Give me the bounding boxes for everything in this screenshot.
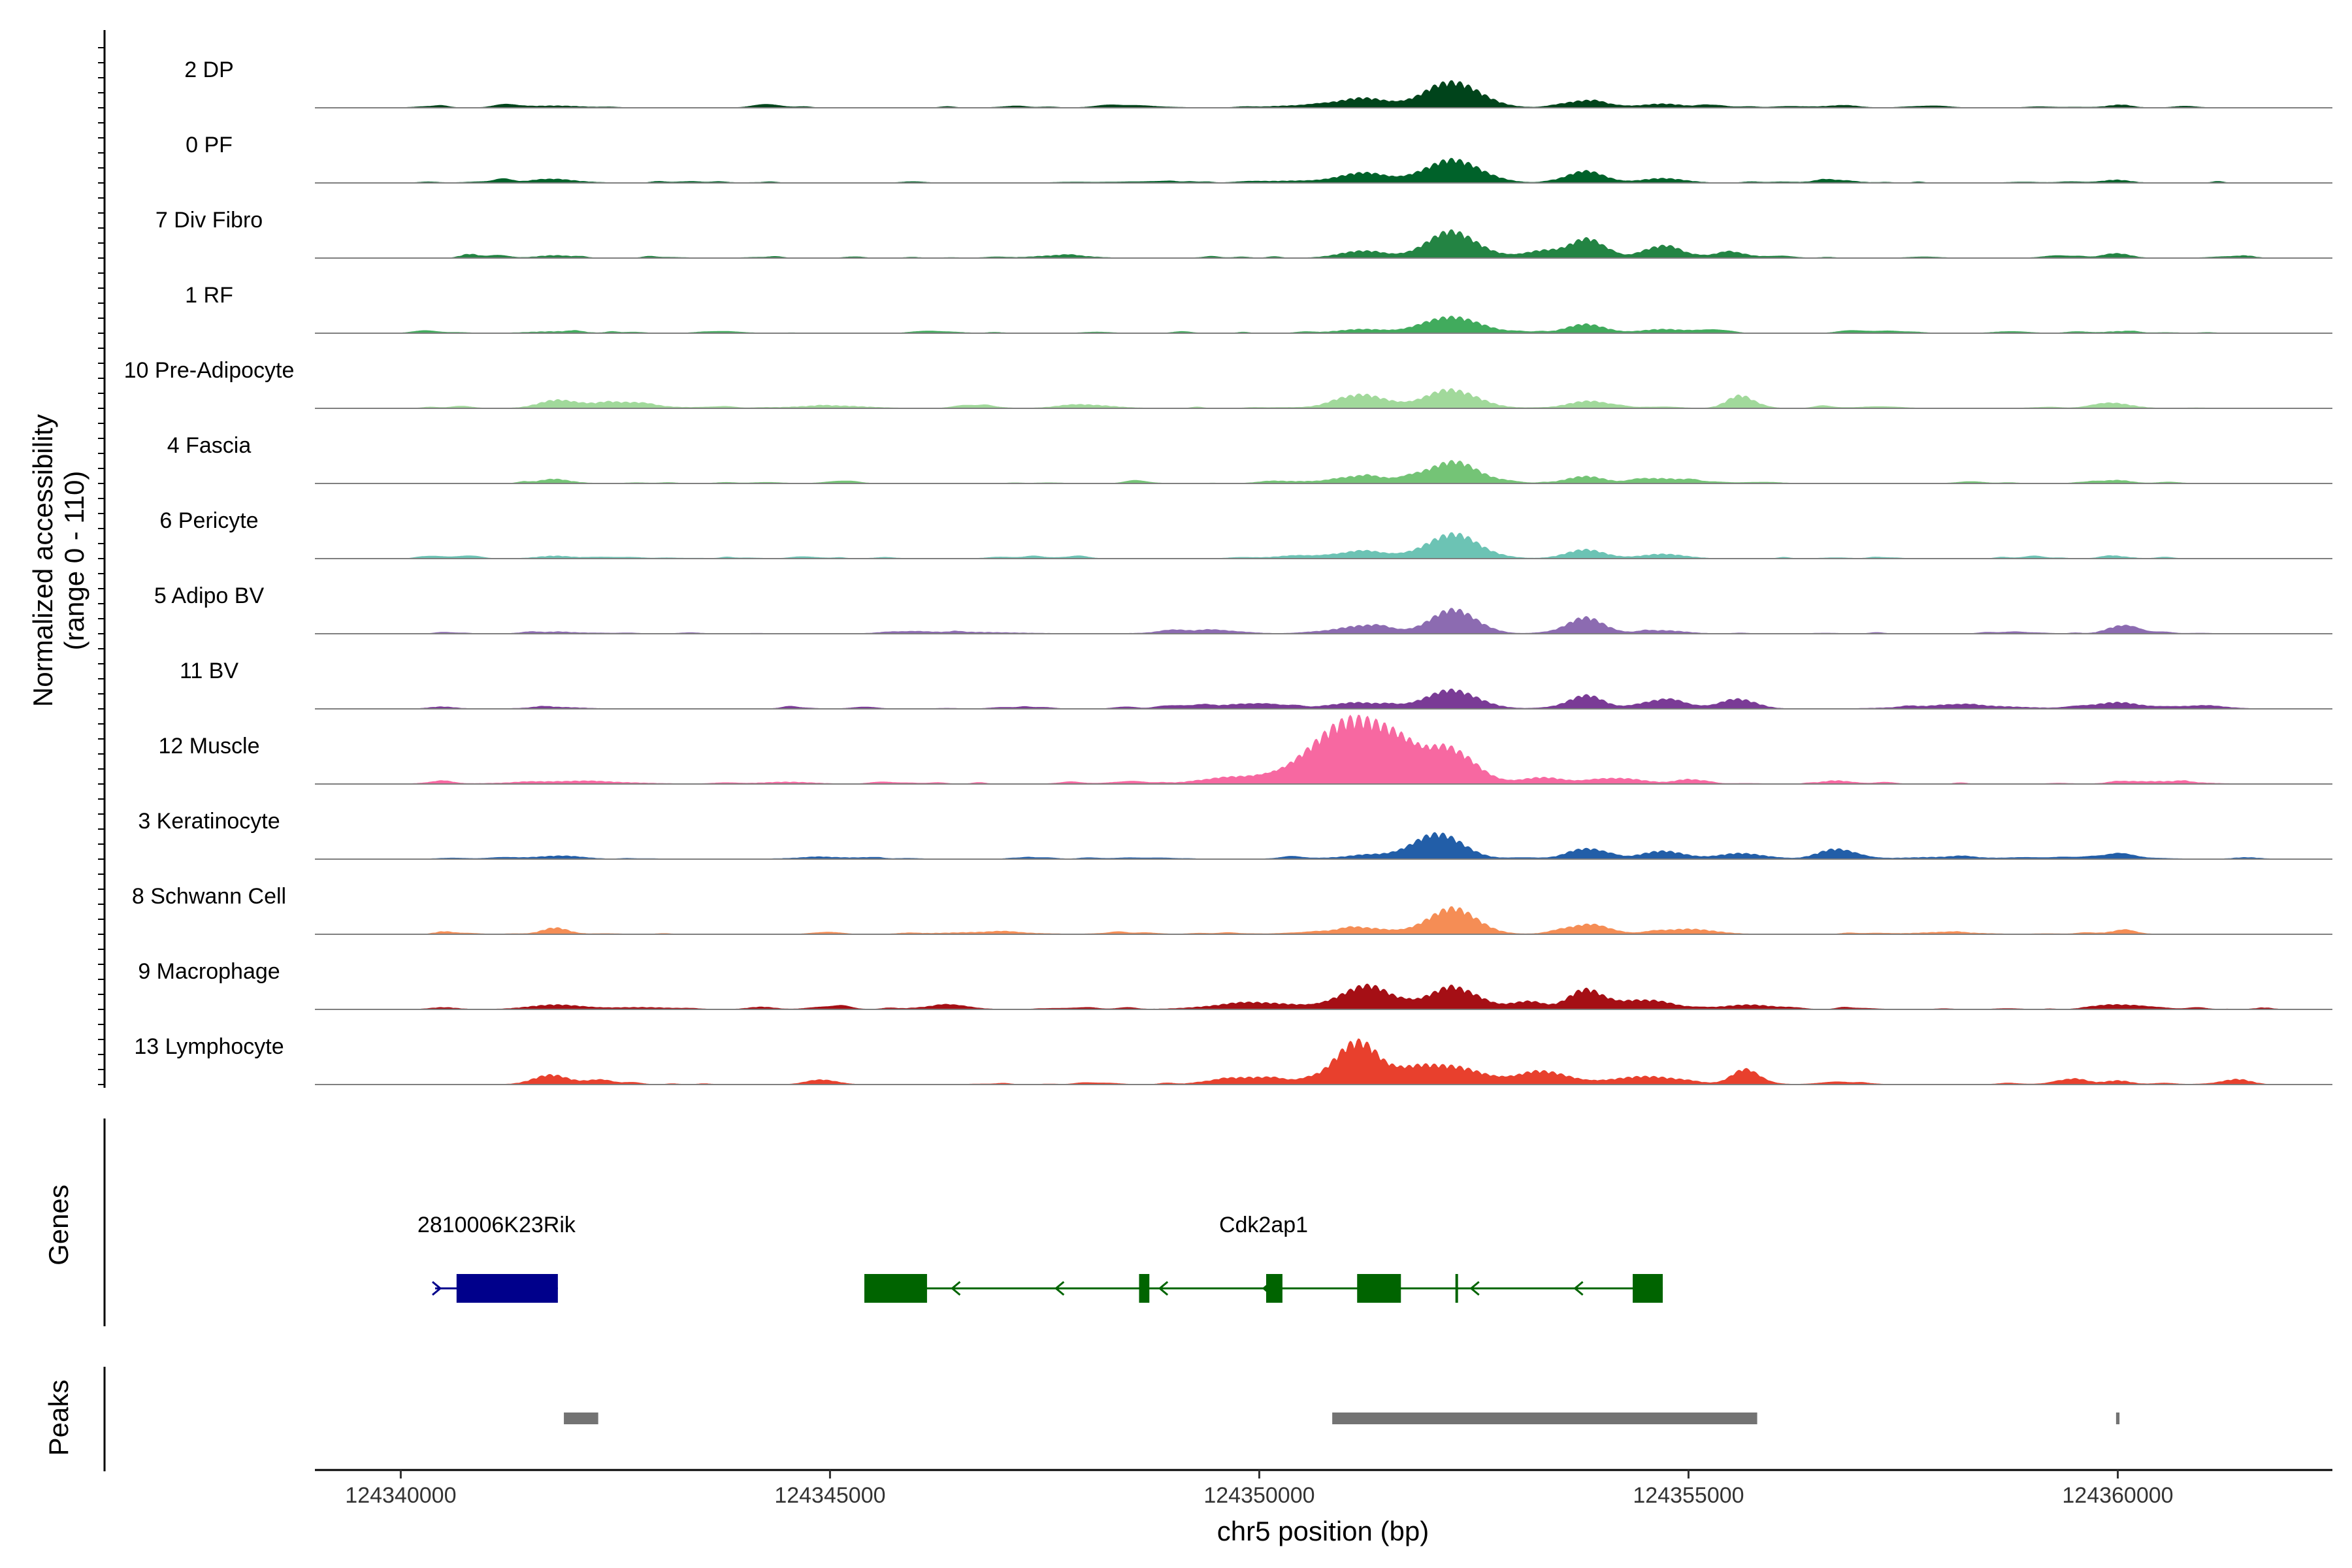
coverage-area (400, 1038, 2281, 1085)
coverage-area (400, 388, 2281, 409)
track-5-adipo-bv: 5 Adipo BV (154, 583, 2332, 634)
coverage-area (400, 608, 2281, 634)
gene-exon (1266, 1274, 1282, 1303)
x-tick-label: 124350000 (1203, 1483, 1315, 1508)
track-7-div-fibro: 7 Div Fibro (155, 208, 2332, 259)
track-label: 5 Adipo BV (154, 583, 265, 608)
coverage-area (400, 714, 2281, 785)
x-axis: 124340000 124345000 124350000 124355000 1243… (315, 1469, 2332, 1508)
x-tick-label: 124360000 (2062, 1483, 2173, 1508)
strand-arrow (432, 1281, 442, 1296)
track-9-macrophage: 9 Macrophage (138, 959, 2332, 1010)
coverage-area (400, 460, 2281, 484)
track-label: 4 Fascia (167, 433, 252, 458)
x-tick-label: 124340000 (345, 1483, 456, 1508)
peaks-panel (103, 1367, 2120, 1471)
track-6-pericyte: 6 Pericyte (159, 508, 2332, 559)
track-label: 8 Schwann Cell (132, 884, 286, 909)
coverage-area (400, 906, 2281, 935)
track-label: 1 RF (185, 283, 233, 308)
y-axis-title-range: (range 0 - 110) (59, 471, 90, 651)
coverage-area (400, 80, 2281, 108)
track-label: 2 DP (184, 57, 234, 82)
peak-region (564, 1413, 598, 1424)
gene-cdk2ap1: Cdk2ap1 (864, 1213, 1663, 1303)
track-11-bv: 11 BV (180, 659, 2332, 710)
coverage-area (400, 229, 2281, 259)
track-2-dp: 2 DP (184, 57, 2332, 108)
track-label: 11 BV (180, 659, 238, 683)
peaks-track-label: Peaks (43, 1380, 74, 1456)
x-tick-label: 124355000 (1633, 1483, 1744, 1508)
track-10-pre-adipocyte: 10 Pre-Adipocyte (124, 358, 2332, 409)
track-label: 9 Macrophage (138, 959, 280, 984)
coverage-area (400, 832, 2281, 860)
track-label: 3 Keratinocyte (138, 809, 280, 834)
gene-exon (864, 1274, 927, 1303)
genes-panel: 2810006K23Rik Cdk2ap1 (103, 1119, 1663, 1326)
track-1-rf: 1 RF (185, 283, 2332, 334)
track-label: 7 Div Fibro (155, 208, 263, 233)
peak-region (2115, 1413, 2120, 1424)
track-label: 6 Pericyte (159, 508, 258, 533)
track-0-pf: 0 PF (186, 133, 2332, 184)
gene-exon (1357, 1274, 1401, 1303)
y-axis-title: Normalized accessibility (27, 414, 58, 707)
gene-exon (456, 1274, 558, 1303)
strand-arrow (1054, 1281, 1065, 1296)
track-3-keratinocyte: 3 Keratinocyte (138, 809, 2332, 860)
coverage-area (400, 157, 2281, 184)
strand-arrow (1158, 1281, 1169, 1296)
x-axis-title: chr5 position (bp) (1217, 1516, 1429, 1546)
x-tick-label: 124345000 (774, 1483, 885, 1508)
coverage-area (400, 688, 2281, 710)
genes-track-label: Genes (43, 1184, 74, 1266)
gene-exon (1633, 1274, 1663, 1303)
y-axis (98, 30, 106, 1088)
coverage-tracks: 2 DP 0 PF 7 Div Fibro 1 RF 10 Pre-Adipocyte 4… (124, 57, 2332, 1085)
coverage-area (400, 983, 2281, 1010)
strand-arrow (1469, 1281, 1480, 1296)
strand-arrow (1573, 1281, 1584, 1296)
gene-name-label: Cdk2ap1 (1219, 1213, 1308, 1237)
coverage-area (400, 316, 2281, 334)
track-13-lymphocyte: 13 Lymphocyte (134, 1034, 2332, 1085)
peak-region (1332, 1413, 1757, 1424)
track-label: 12 Muscle (159, 734, 260, 759)
track-8-schwann-cell: 8 Schwann Cell (132, 884, 2332, 935)
strand-arrow (951, 1281, 961, 1296)
track-label: 13 Lymphocyte (134, 1034, 284, 1059)
track-4-fascia: 4 Fascia (167, 433, 2332, 484)
gene-exon (1139, 1274, 1150, 1303)
gene-name-label: 2810006K23Rik (417, 1213, 576, 1237)
coverage-area (400, 532, 2281, 559)
gene-2810006k23rik: 2810006K23Rik (417, 1213, 576, 1303)
track-label: 10 Pre-Adipocyte (124, 358, 295, 383)
track-label: 0 PF (186, 133, 233, 157)
track-12-muscle: 12 Muscle (159, 714, 2332, 785)
